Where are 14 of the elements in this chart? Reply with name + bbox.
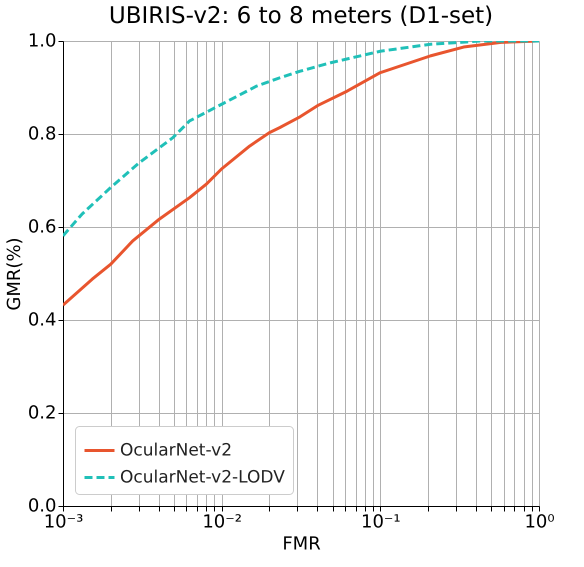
- y-tick-label: 0.6: [28, 216, 56, 238]
- y-axis-title: GMR(%): [4, 237, 25, 311]
- x-tick-label: 10⁻¹: [361, 512, 401, 532]
- x-tick-label: 10⁻²: [202, 512, 242, 532]
- chart-title: UBIRIS-v2: 6 to 8 meters (D1-set): [108, 3, 494, 29]
- x-tick-label: 10⁰: [524, 512, 555, 532]
- x-tick-label: 10⁻³: [44, 512, 84, 532]
- legend-label: OcularNet-v2: [120, 440, 232, 460]
- y-tick-label: 1.0: [28, 30, 56, 52]
- x-axis-title: FMR: [282, 534, 321, 554]
- y-tick-label: 0.2: [28, 402, 56, 424]
- y-tick-label: 0.4: [28, 310, 56, 330]
- y-tick-label: 0.8: [28, 124, 56, 144]
- legend-label: OcularNet-v2-LODV: [120, 468, 286, 488]
